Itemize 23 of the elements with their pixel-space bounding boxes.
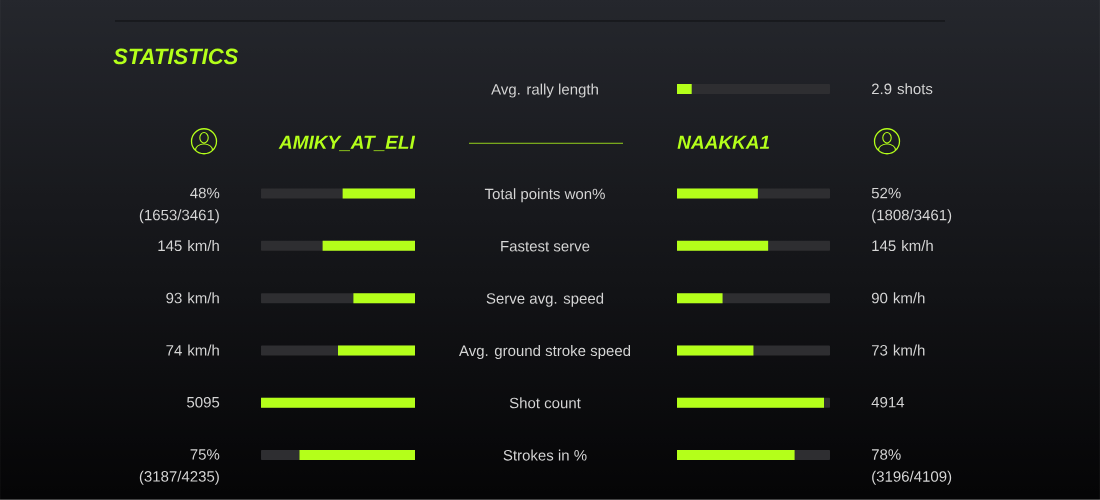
text: 90 km/h: [871, 292, 925, 304]
text: NAAKKA1: [677, 135, 770, 149]
y-tick-label: Serve avg. speed: [486, 292, 604, 307]
text: 52% (1808/3461): [871, 187, 952, 224]
text: 75% (3187/4235): [139, 449, 220, 485]
y-tick-label: Strokes in %: [503, 449, 587, 461]
text: 4914: [871, 396, 905, 408]
text: 145 km/h: [872, 240, 933, 252]
y-tick-label: Shot count: [509, 397, 581, 409]
text: 78% (3196/4109): [871, 449, 952, 485]
text: 74 km/h: [166, 344, 219, 356]
text: 145 km/h: [158, 240, 219, 252]
text: 5095: [187, 396, 220, 408]
y-tick-label: Total points won%: [484, 188, 605, 203]
y-tick-label: Avg. rally length: [491, 83, 598, 98]
text: 93 km/h: [166, 292, 219, 304]
y-tick-label: Fastest serve: [501, 241, 590, 252]
text: 48% (1653/3461): [139, 187, 220, 224]
text: 2.9 shots: [871, 83, 933, 95]
text: 73 km/h: [871, 344, 925, 356]
y-tick-label: Avg. ground stroke speed: [459, 345, 631, 360]
chart-title: STATISTICS: [113, 48, 239, 65]
series-label: AMIKY_AT_ELI: [278, 135, 416, 152]
